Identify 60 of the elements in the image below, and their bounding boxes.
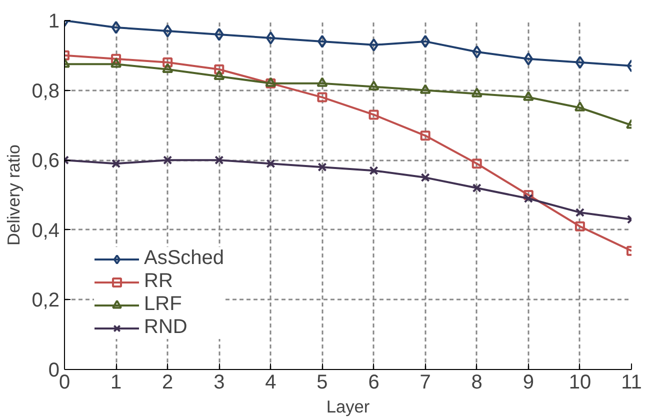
y-tick-label: 0,4 [32,220,60,242]
x-tick-label: 3 [214,372,225,394]
point [420,84,431,94]
point [524,52,534,66]
point [111,20,121,34]
point [214,70,225,80]
point [162,63,174,73]
point [368,80,380,90]
x-tick-label: 5 [316,372,328,394]
point [574,102,586,112]
point [472,183,482,193]
point [163,156,172,165]
x-tick-label: 4 [265,372,276,394]
y-tick-label: 0,6 [32,150,60,172]
point [110,58,122,68]
y-axis-title: Delivery ratio [4,144,24,246]
point [524,194,533,204]
point [266,159,276,168]
point [369,166,378,176]
x-tick-label: 11 [621,372,642,394]
point [317,92,328,102]
legend-label: LRF [144,293,182,316]
legend-label: AsSched [144,247,224,270]
point [111,54,122,64]
x-tick-label: 2 [162,372,174,394]
x-axis-title: Layer [326,396,370,416]
point [523,190,534,200]
point [369,38,378,52]
legend-label: RR [144,270,173,293]
x-tick-label: 9 [522,372,534,394]
point [522,91,534,101]
x-tick-label: 7 [420,372,431,394]
point [472,158,482,169]
point [112,159,121,168]
point [318,162,327,172]
x-tick-label: 6 [368,372,380,394]
x-tick-label: 1 [110,372,122,394]
point [472,45,482,58]
point [574,221,585,232]
legend-label: RND [144,316,188,339]
point [316,77,328,87]
point [471,88,482,98]
point [214,28,224,41]
x-tick-label: 10 [568,372,592,394]
point [420,173,430,182]
point [162,57,173,68]
point [575,208,584,217]
point [266,31,276,44]
x-tick-label: 8 [471,372,482,394]
point [575,56,585,69]
point [318,34,327,48]
y-tick-label: 1 [48,10,60,32]
point [420,130,430,141]
y-tick-label: 0,8 [32,80,60,102]
y-tick-label: 0,2 [32,290,60,312]
point [214,64,224,74]
point [368,110,379,120]
point [420,34,430,48]
point [214,156,224,165]
point [162,24,172,38]
